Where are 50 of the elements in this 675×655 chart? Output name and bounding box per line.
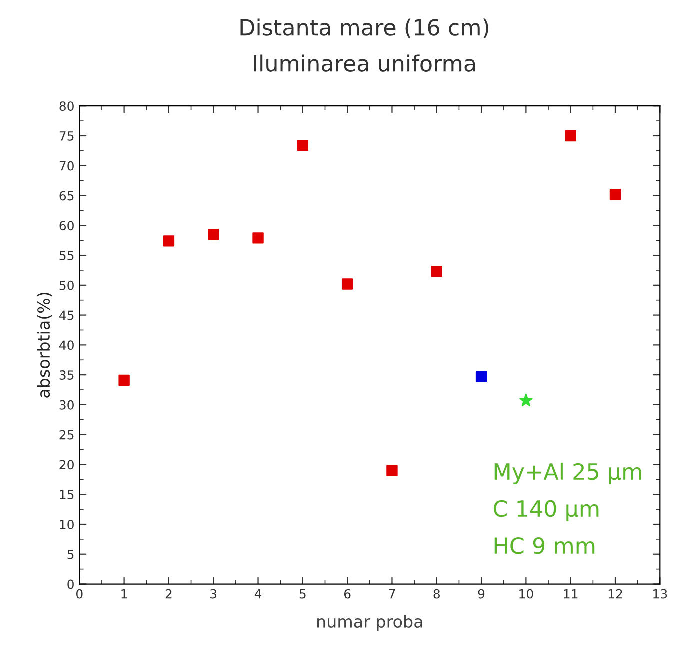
point [252, 232, 264, 244]
point [431, 266, 442, 278]
point [163, 236, 175, 247]
x-tick-label: 1 [122, 590, 128, 599]
chart-title: Distanta mare (16 cm) [240, 18, 489, 39]
x-axis-title: numar proba [318, 615, 422, 632]
y-tick-label: 30 [60, 400, 74, 410]
y-tick-label: 70 [60, 161, 74, 171]
y-tick-label: 20 [60, 460, 74, 470]
point [610, 188, 622, 200]
x-tick-label: 12 [608, 589, 622, 599]
annotation: HC 9 mm [494, 537, 595, 554]
point [565, 130, 576, 142]
y-tick-label: 65 [60, 191, 74, 201]
y-axis-title: absorbtia(%) [37, 292, 52, 398]
y-tick-label: 60 [60, 221, 74, 231]
y-tick-label: 80 [60, 102, 74, 112]
point [297, 140, 309, 152]
point [208, 229, 220, 240]
y-tick-label: 45 [59, 310, 74, 320]
x-tick-label: 2 [166, 589, 172, 599]
point [386, 465, 398, 476]
point [520, 394, 533, 406]
y-tick-label: 15 [60, 490, 74, 500]
y-tick-label: 0 [68, 580, 74, 590]
x-tick-label: 6 [344, 589, 351, 599]
point [118, 374, 130, 386]
y-tick-label: 40 [59, 340, 74, 350]
x-tick-label: 4 [254, 590, 262, 599]
y-tick-label: 75 [60, 132, 74, 141]
x-tick-label: 5 [300, 590, 306, 599]
y-tick-label: 50 [60, 280, 74, 290]
y-tick-label: 25 [60, 430, 74, 440]
x-tick-label: 7 [389, 590, 396, 599]
annotation: My+Al 25 µm [494, 462, 642, 484]
x-tick-label: 11 [564, 590, 578, 599]
point [342, 278, 354, 290]
y-tick-label: 10 [60, 520, 74, 530]
x-tick-label: 3 [210, 589, 217, 599]
x-tick-label: 13 [654, 589, 668, 599]
y-tick-label: 35 [60, 370, 74, 380]
x-tick-label: 9 [478, 589, 485, 599]
x-tick-label: 0 [76, 589, 83, 599]
x-tick-label: 10 [520, 589, 534, 599]
chart-subtitle: Iluminarea uniforma [254, 54, 476, 72]
y-tick-label: 55 [60, 251, 74, 260]
point [476, 371, 488, 382]
annotation: C 140 µm [494, 500, 599, 522]
x-tick-label: 8 [434, 589, 440, 599]
y-tick-label: 5 [68, 550, 74, 560]
